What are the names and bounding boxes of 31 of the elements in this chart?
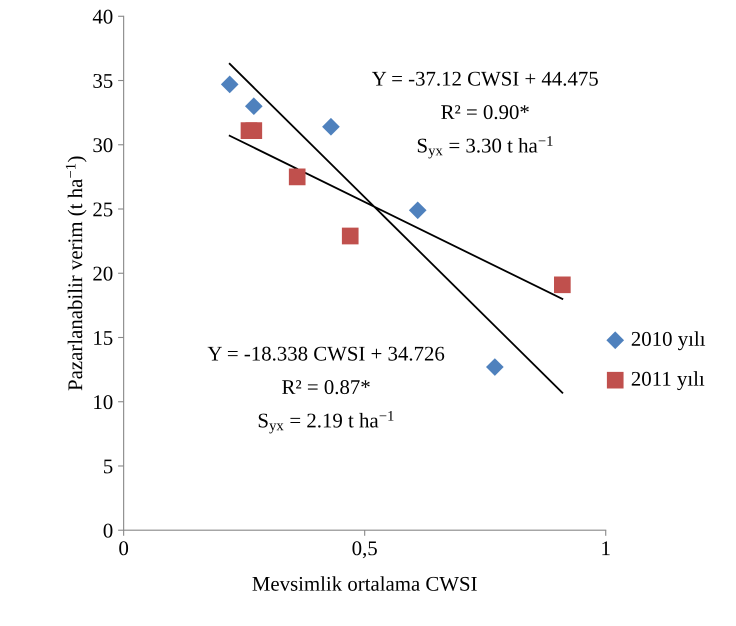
point [322, 118, 340, 136]
y-tick-label: 15 [94, 330, 112, 345]
point [554, 276, 571, 294]
point [486, 358, 504, 376]
point [408, 201, 427, 220]
y-tick-label: 40 [92, 10, 112, 24]
x-axis-title: Mevsimlik ortalama CWSI [252, 576, 477, 591]
point [220, 76, 239, 94]
annotation: S$_{yx}$ = 2.19 t ha$^{−1}$ [258, 411, 394, 434]
y-tick-label: 0 [104, 524, 112, 538]
y-tick-label: 20 [93, 266, 112, 281]
point [288, 168, 306, 186]
y-tick-label: 25 [93, 202, 112, 216]
point [342, 228, 359, 244]
point [245, 122, 262, 139]
annotation: Y = -37.12 CWSI + 44.475 [372, 72, 598, 86]
y-axis-title: Pazarlanabilir verim (t ha$^{−1}$) [66, 156, 87, 390]
x-tick-label: 0 [119, 541, 128, 556]
legend-label: 2010 yılı [632, 331, 706, 350]
annotation: R² = 0.87* [282, 380, 370, 394]
x-tick-label: 0,5 [352, 541, 377, 558]
annotation: Y = -18.338 CWSI + 34.726 [208, 346, 444, 361]
x-tick-label: 1 [602, 541, 610, 556]
legend-label: 2011 yılı [632, 371, 704, 390]
annotation: R² = 0.90* [441, 105, 529, 120]
y-tick-label: 5 [104, 460, 112, 474]
annotation: S$_{yx}$ = 3.30 t ha$^{−1}$ [418, 136, 553, 158]
y-tick-label: 30 [93, 138, 112, 152]
point [244, 97, 263, 116]
y-tick-label: 35 [93, 74, 112, 88]
y-tick-label: 10 [94, 395, 112, 410]
